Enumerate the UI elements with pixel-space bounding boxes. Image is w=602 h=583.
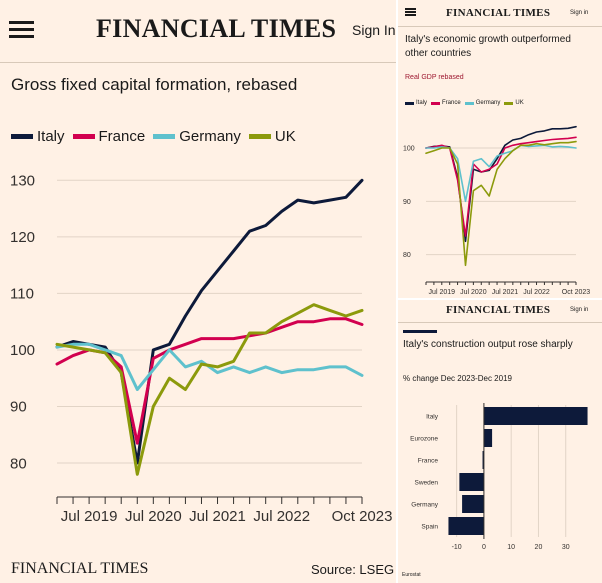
category-label: Italy <box>426 414 439 421</box>
legend-item-france: France <box>431 100 461 106</box>
ft-header-small: FINANCIAL TIMES Sign in <box>398 0 602 27</box>
x-tick-label: Oct 2023 <box>562 289 591 296</box>
legend-item-italy: Italy <box>11 128 65 145</box>
ft-header: FINANCIAL TIMES Sign In <box>0 0 396 63</box>
y-tick-label: 110 <box>10 286 34 303</box>
ft-logo[interactable]: FINANCIAL TIMES <box>96 14 337 43</box>
construction-source-note: Eurostat <box>402 572 421 578</box>
construction-bar-chart: Italy Eurozone France Sweden Germany Spain -10… <box>410 403 588 551</box>
legend-label-france: France <box>442 100 461 106</box>
category-label: Germany <box>411 502 438 509</box>
legend-item-france: France <box>72 128 146 145</box>
gdp-chart-title-text: Italy's economic growth outperformed oth… <box>405 34 571 59</box>
legend-label-uk: UK <box>515 100 524 106</box>
series-line-france <box>425 136 577 237</box>
legend-label-italy: Italy <box>37 128 65 145</box>
x-tick-label: 10 <box>507 544 515 551</box>
menu-icon[interactable] <box>9 21 34 38</box>
legend-swatch-france <box>431 101 441 105</box>
sign-in-link-small[interactable]: Sign in <box>570 10 589 16</box>
legend-label-uk: UK <box>274 128 296 145</box>
x-tick-label: Jul 2022 <box>523 289 550 296</box>
y-tick-label: 100 <box>10 342 35 359</box>
legend-item-germany: Germany <box>153 128 241 145</box>
legend-item-germany: Germany <box>464 100 501 106</box>
main-line-chart: 130 120 110 100 90 80 Jul 2019 Jul 2020 Jul 2021… <box>10 173 393 525</box>
legend-item-italy: Italy <box>405 100 427 106</box>
category-label: Sweden <box>415 480 439 487</box>
category-label: Spain <box>421 524 438 531</box>
bar-germany <box>462 495 484 513</box>
sign-in-link[interactable]: Sign In <box>352 22 396 38</box>
bar-france <box>482 451 484 469</box>
y-tick-label: 100 <box>403 145 415 152</box>
x-tick-label: Jul 2019 <box>61 508 118 525</box>
x-tick-label: 20 <box>535 544 543 551</box>
gdp-chart-legend: Italy France Germany UK <box>405 100 524 106</box>
gdp-chart-title: Italy's economic growth outperformed oth… <box>405 33 595 61</box>
x-tick-label: Jul 2022 <box>253 508 310 525</box>
x-tick-label: 30 <box>562 544 570 551</box>
bar-eurozone <box>483 429 493 447</box>
x-tick-label: Jul 2019 <box>429 289 456 296</box>
legend-swatch-germany <box>464 101 474 105</box>
y-tick-label: 90 <box>10 399 27 416</box>
y-tick-label: 80 <box>403 252 411 259</box>
gdp-chart-panel: FINANCIAL TIMES Sign in Italy's economic… <box>398 0 602 298</box>
legend-swatch-germany <box>153 134 176 139</box>
legend-label-france: France <box>98 128 146 145</box>
construction-chart-subtitle: % change Dec 2023-Dec 2019 <box>403 374 512 383</box>
bar-sweden <box>459 473 484 491</box>
bar-spain <box>448 517 484 535</box>
legend-item-uk: UK <box>504 100 524 106</box>
title-accent-bar <box>403 330 437 333</box>
legend-item-uk: UK <box>248 128 296 145</box>
x-tick-label: Oct 2023 <box>332 508 393 525</box>
x-tick-label: Jul 2020 <box>460 289 487 296</box>
legend-swatch-uk <box>248 134 271 139</box>
main-chart-panel: FINANCIAL TIMES Sign In Gross fixed capi… <box>0 0 396 583</box>
series-line-uk <box>55 303 364 476</box>
gdp-chart-subtitle: Real GDP rebased <box>405 74 464 81</box>
chart-legend: Italy France Germany UK <box>11 128 296 145</box>
y-tick-label: 90 <box>403 199 411 206</box>
x-tick-label: -10 <box>452 544 462 551</box>
source-note: Source: LSEG <box>311 562 395 577</box>
series-line-france <box>55 317 364 445</box>
series-line-germany <box>425 144 577 203</box>
legend-swatch-france <box>72 134 95 139</box>
footer-ft-logo: FINANCIAL TIMES <box>11 560 149 577</box>
gdp-line-chart: 100 90 80 Jul 2019 Jul 2020 Jul 2021 Jul 2022 O… <box>403 125 591 296</box>
x-tick-label: Jul 2021 <box>189 508 246 525</box>
ft-header-small: FINANCIAL TIMES Sign in <box>398 300 602 323</box>
category-label: France <box>418 458 439 465</box>
series-line-uk <box>425 140 577 267</box>
legend-swatch-italy <box>11 134 33 139</box>
construction-chart-panel: FINANCIAL TIMES Sign in Italy's construc… <box>398 300 602 583</box>
ft-logo-small[interactable]: FINANCIAL TIMES <box>446 304 551 316</box>
construction-chart-title: Italy's construction output rose sharply <box>403 338 593 352</box>
y-tick-label: 130 <box>10 173 35 190</box>
construction-chart-title-text: Italy's construction output rose sharply <box>403 339 573 350</box>
x-tick-label: 0 <box>482 544 486 551</box>
legend-label-germany: Germany <box>179 128 241 145</box>
sign-in-link-small[interactable]: Sign in <box>570 307 589 313</box>
menu-icon[interactable] <box>405 8 416 16</box>
y-tick-label: 80 <box>10 455 27 472</box>
x-tick-label: Jul 2020 <box>125 508 182 525</box>
x-tick-label: Jul 2021 <box>492 289 519 296</box>
legend-label-italy: Italy <box>416 100 428 106</box>
ft-logo-small[interactable]: FINANCIAL TIMES <box>446 7 551 19</box>
bar-italy <box>483 407 588 425</box>
legend-label-germany: Germany <box>475 100 501 106</box>
category-label: Eurozone <box>410 436 438 443</box>
legend-swatch-italy <box>405 101 414 105</box>
chart-title: Gross fixed capital formation, rebased <box>11 75 298 94</box>
y-tick-label: 120 <box>10 229 35 246</box>
legend-swatch-uk <box>504 101 514 105</box>
